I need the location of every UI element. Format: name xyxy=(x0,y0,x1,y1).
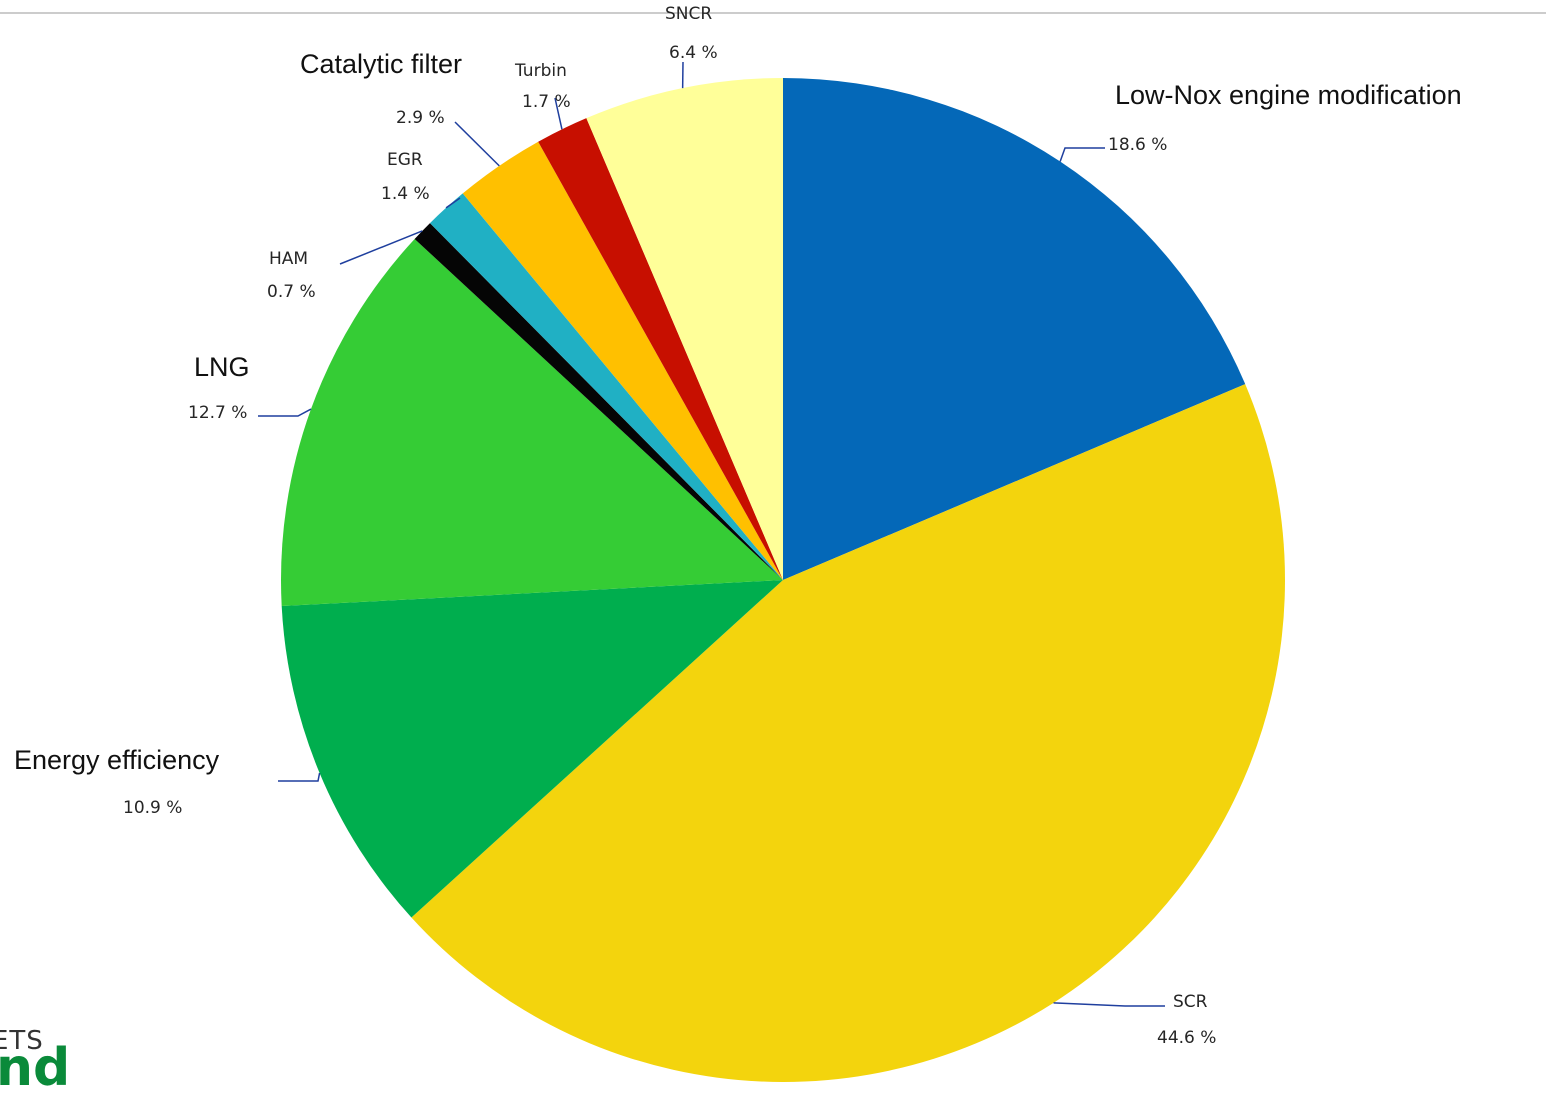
slice-name-label-turbin: Turbin xyxy=(514,61,567,81)
slice-name-label-lng: LNG xyxy=(194,352,250,382)
pie-slices xyxy=(281,78,1285,1082)
slice-value-label-sncr: 6.4 % xyxy=(669,43,718,63)
slice-value-label-lownox: 18.6 % xyxy=(1108,135,1167,155)
slice-name-label-lownox: Low-Nox engine modification xyxy=(1115,80,1462,110)
slice-value-label-catalytic-filter: 2.9 % xyxy=(396,108,445,128)
slice-name-label-sncr: SNCR xyxy=(665,4,712,24)
slice-name-label-energy-efficiency: Energy efficiency xyxy=(14,745,220,775)
slice-value-label-egr: 1.4 % xyxy=(381,184,430,204)
leader-line-catalytic-filter xyxy=(455,122,499,166)
slice-name-label-egr: EGR xyxy=(387,150,423,170)
logo-text-bottom: nd xyxy=(0,1038,70,1098)
leader-line-scr xyxy=(1054,1003,1165,1006)
slice-value-label-lng: 12.7 % xyxy=(188,403,247,423)
slice-name-label-scr: SCR xyxy=(1173,992,1208,1012)
leader-line-energy-efficiency xyxy=(278,773,320,781)
slice-name-label-catalytic-filter: Catalytic filter xyxy=(300,49,462,79)
slice-value-label-scr: 44.6 % xyxy=(1157,1028,1216,1048)
slice-value-label-ham: 0.7 % xyxy=(267,282,316,302)
slice-value-label-turbin: 1.7 % xyxy=(522,92,571,112)
leader-line-low-nox-engine-modification xyxy=(1060,148,1105,161)
leader-line-lng xyxy=(258,409,311,416)
slice-name-label-ham: HAM xyxy=(269,249,308,269)
slice-value-label-energy-efficiency: 10.9 % xyxy=(123,798,182,818)
